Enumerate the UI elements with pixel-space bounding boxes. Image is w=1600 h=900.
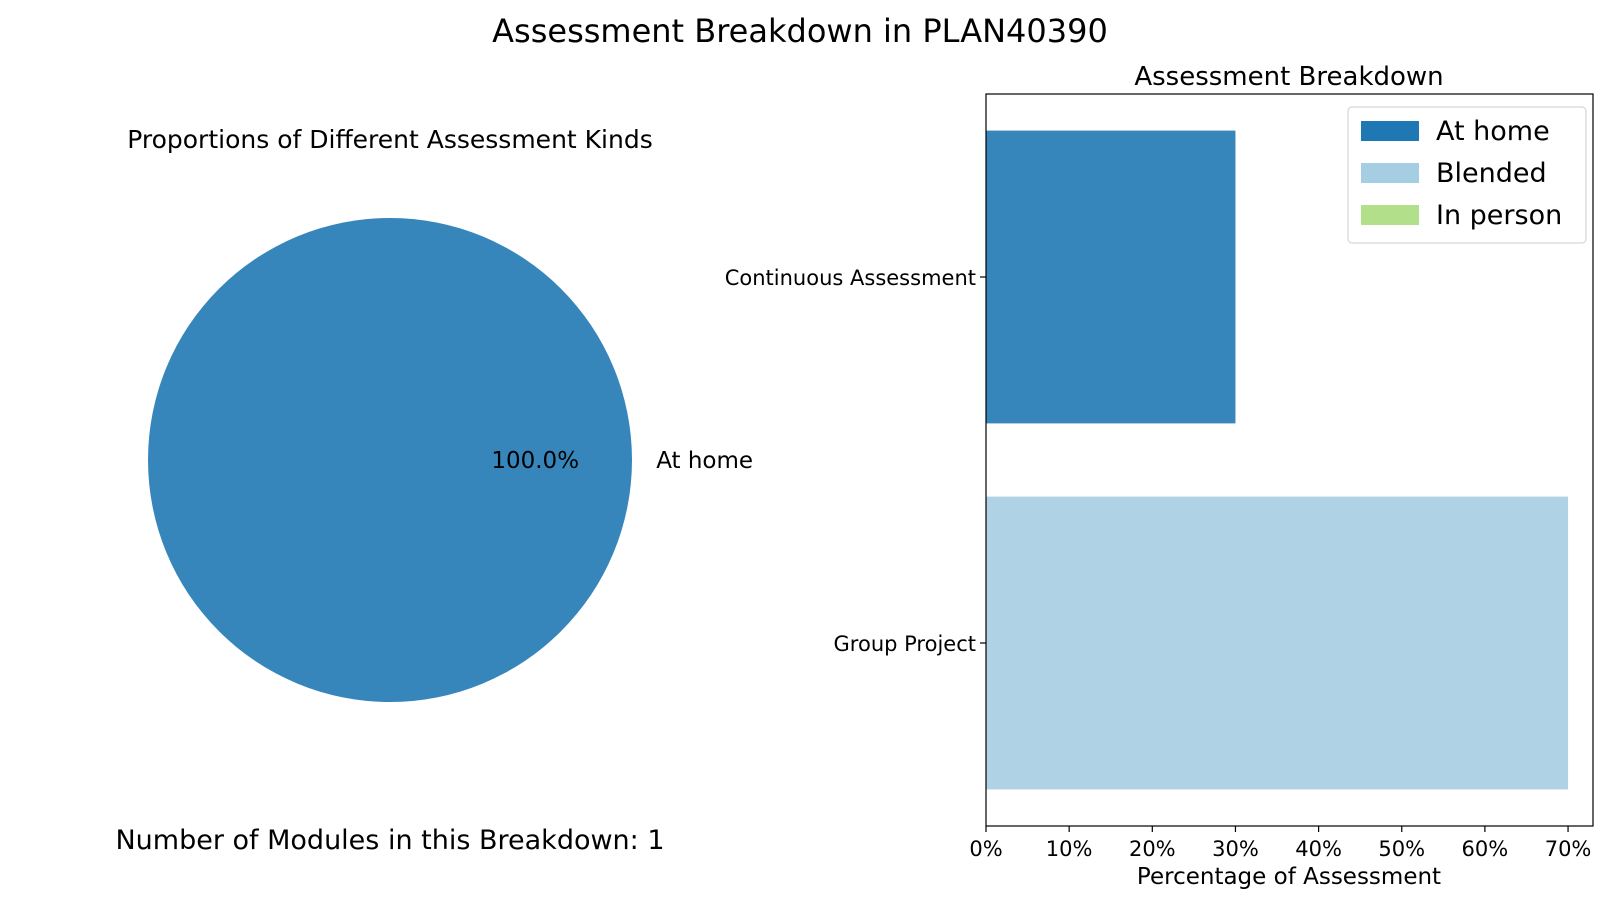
footnote-module-count: Number of Modules in this Breakdown: 1 bbox=[115, 825, 664, 856]
legend-label: At home bbox=[1436, 116, 1550, 147]
pie-slice-1 bbox=[148, 218, 632, 702]
x-tick-label: 10% bbox=[1046, 837, 1093, 861]
legend-swatch bbox=[1361, 121, 1419, 141]
pie-slices bbox=[148, 218, 632, 702]
x-axis-label: Percentage of Assessment bbox=[1137, 864, 1441, 890]
figure-title: Assessment Breakdown in PLAN40390 bbox=[492, 12, 1108, 50]
pie-labels: At home 100.0% bbox=[491, 448, 753, 474]
bar-marks bbox=[986, 130, 1569, 790]
legend-label: In person bbox=[1436, 200, 1562, 231]
pie-percent-label: 100.0% bbox=[491, 448, 579, 474]
x-tick-label: 30% bbox=[1212, 837, 1259, 861]
y-tick-label: Group Project bbox=[834, 632, 976, 656]
legend-label: Blended bbox=[1436, 158, 1547, 189]
pie-chart: Proportions of Different Assessment Kind… bbox=[127, 125, 753, 702]
x-axis: 0% 10% 20% 30% 40% 50% 60% 70% bbox=[969, 826, 1591, 861]
x-tick-label: 70% bbox=[1545, 837, 1592, 861]
pie-category-label: At home bbox=[656, 448, 753, 474]
y-tick-label: Continuous Assessment bbox=[725, 266, 976, 290]
legend-swatch bbox=[1361, 163, 1419, 183]
bar-title: Assessment Breakdown bbox=[1134, 62, 1443, 92]
legend-entries: At home Blended In person bbox=[1361, 116, 1562, 231]
legend-swatch bbox=[1361, 205, 1419, 225]
bar-group-project bbox=[986, 496, 1569, 790]
x-tick-label: 60% bbox=[1462, 837, 1509, 861]
pie-title: Proportions of Different Assessment Kind… bbox=[127, 125, 653, 154]
bar-chart: Assessment Breakdown Continuous Assessme… bbox=[725, 62, 1594, 890]
x-tick-label: 0% bbox=[969, 837, 1002, 861]
bar-continuous-assessment bbox=[986, 130, 1236, 424]
x-tick-label: 50% bbox=[1378, 837, 1425, 861]
plot-frame bbox=[985, 93, 1594, 827]
y-axis: Continuous Assessment Group Project bbox=[725, 266, 986, 656]
legend: At home Blended In person bbox=[1347, 106, 1587, 244]
x-tick-label: 20% bbox=[1129, 837, 1176, 861]
x-tick-label: 40% bbox=[1295, 837, 1342, 861]
